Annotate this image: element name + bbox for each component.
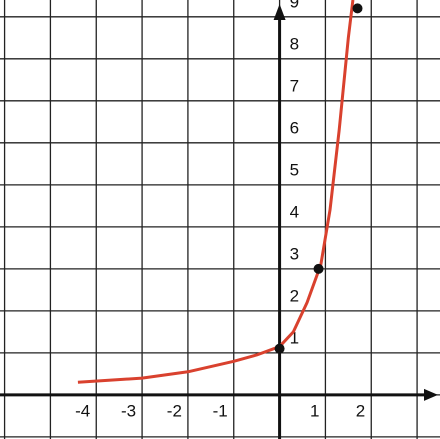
y-tick-label: 4: [290, 202, 299, 221]
x-tick-label: -4: [75, 401, 90, 420]
y-tick-label: 6: [290, 118, 299, 137]
y-tick-label: 1: [290, 328, 299, 347]
y-tick-label: 5: [290, 160, 299, 179]
y-tick-label: 7: [290, 76, 299, 95]
point: [313, 263, 324, 274]
point: [352, 3, 363, 14]
y-tick-label: 8: [290, 34, 299, 53]
x-tick-label: -3: [121, 401, 136, 420]
point: [274, 343, 285, 354]
y-tick-label: 2: [290, 286, 299, 305]
curve: [77, 0, 355, 384]
y-tick-label: 9: [290, 0, 299, 11]
x-tick-label: 2: [356, 401, 365, 420]
x-tick-label: -1: [213, 401, 228, 420]
x-arrow: [424, 388, 438, 401]
x-tick-label: 1: [310, 401, 319, 420]
y-arrow: [273, 4, 286, 20]
x-tick-label: -2: [167, 401, 182, 420]
y-tick-label: 3: [290, 244, 299, 263]
